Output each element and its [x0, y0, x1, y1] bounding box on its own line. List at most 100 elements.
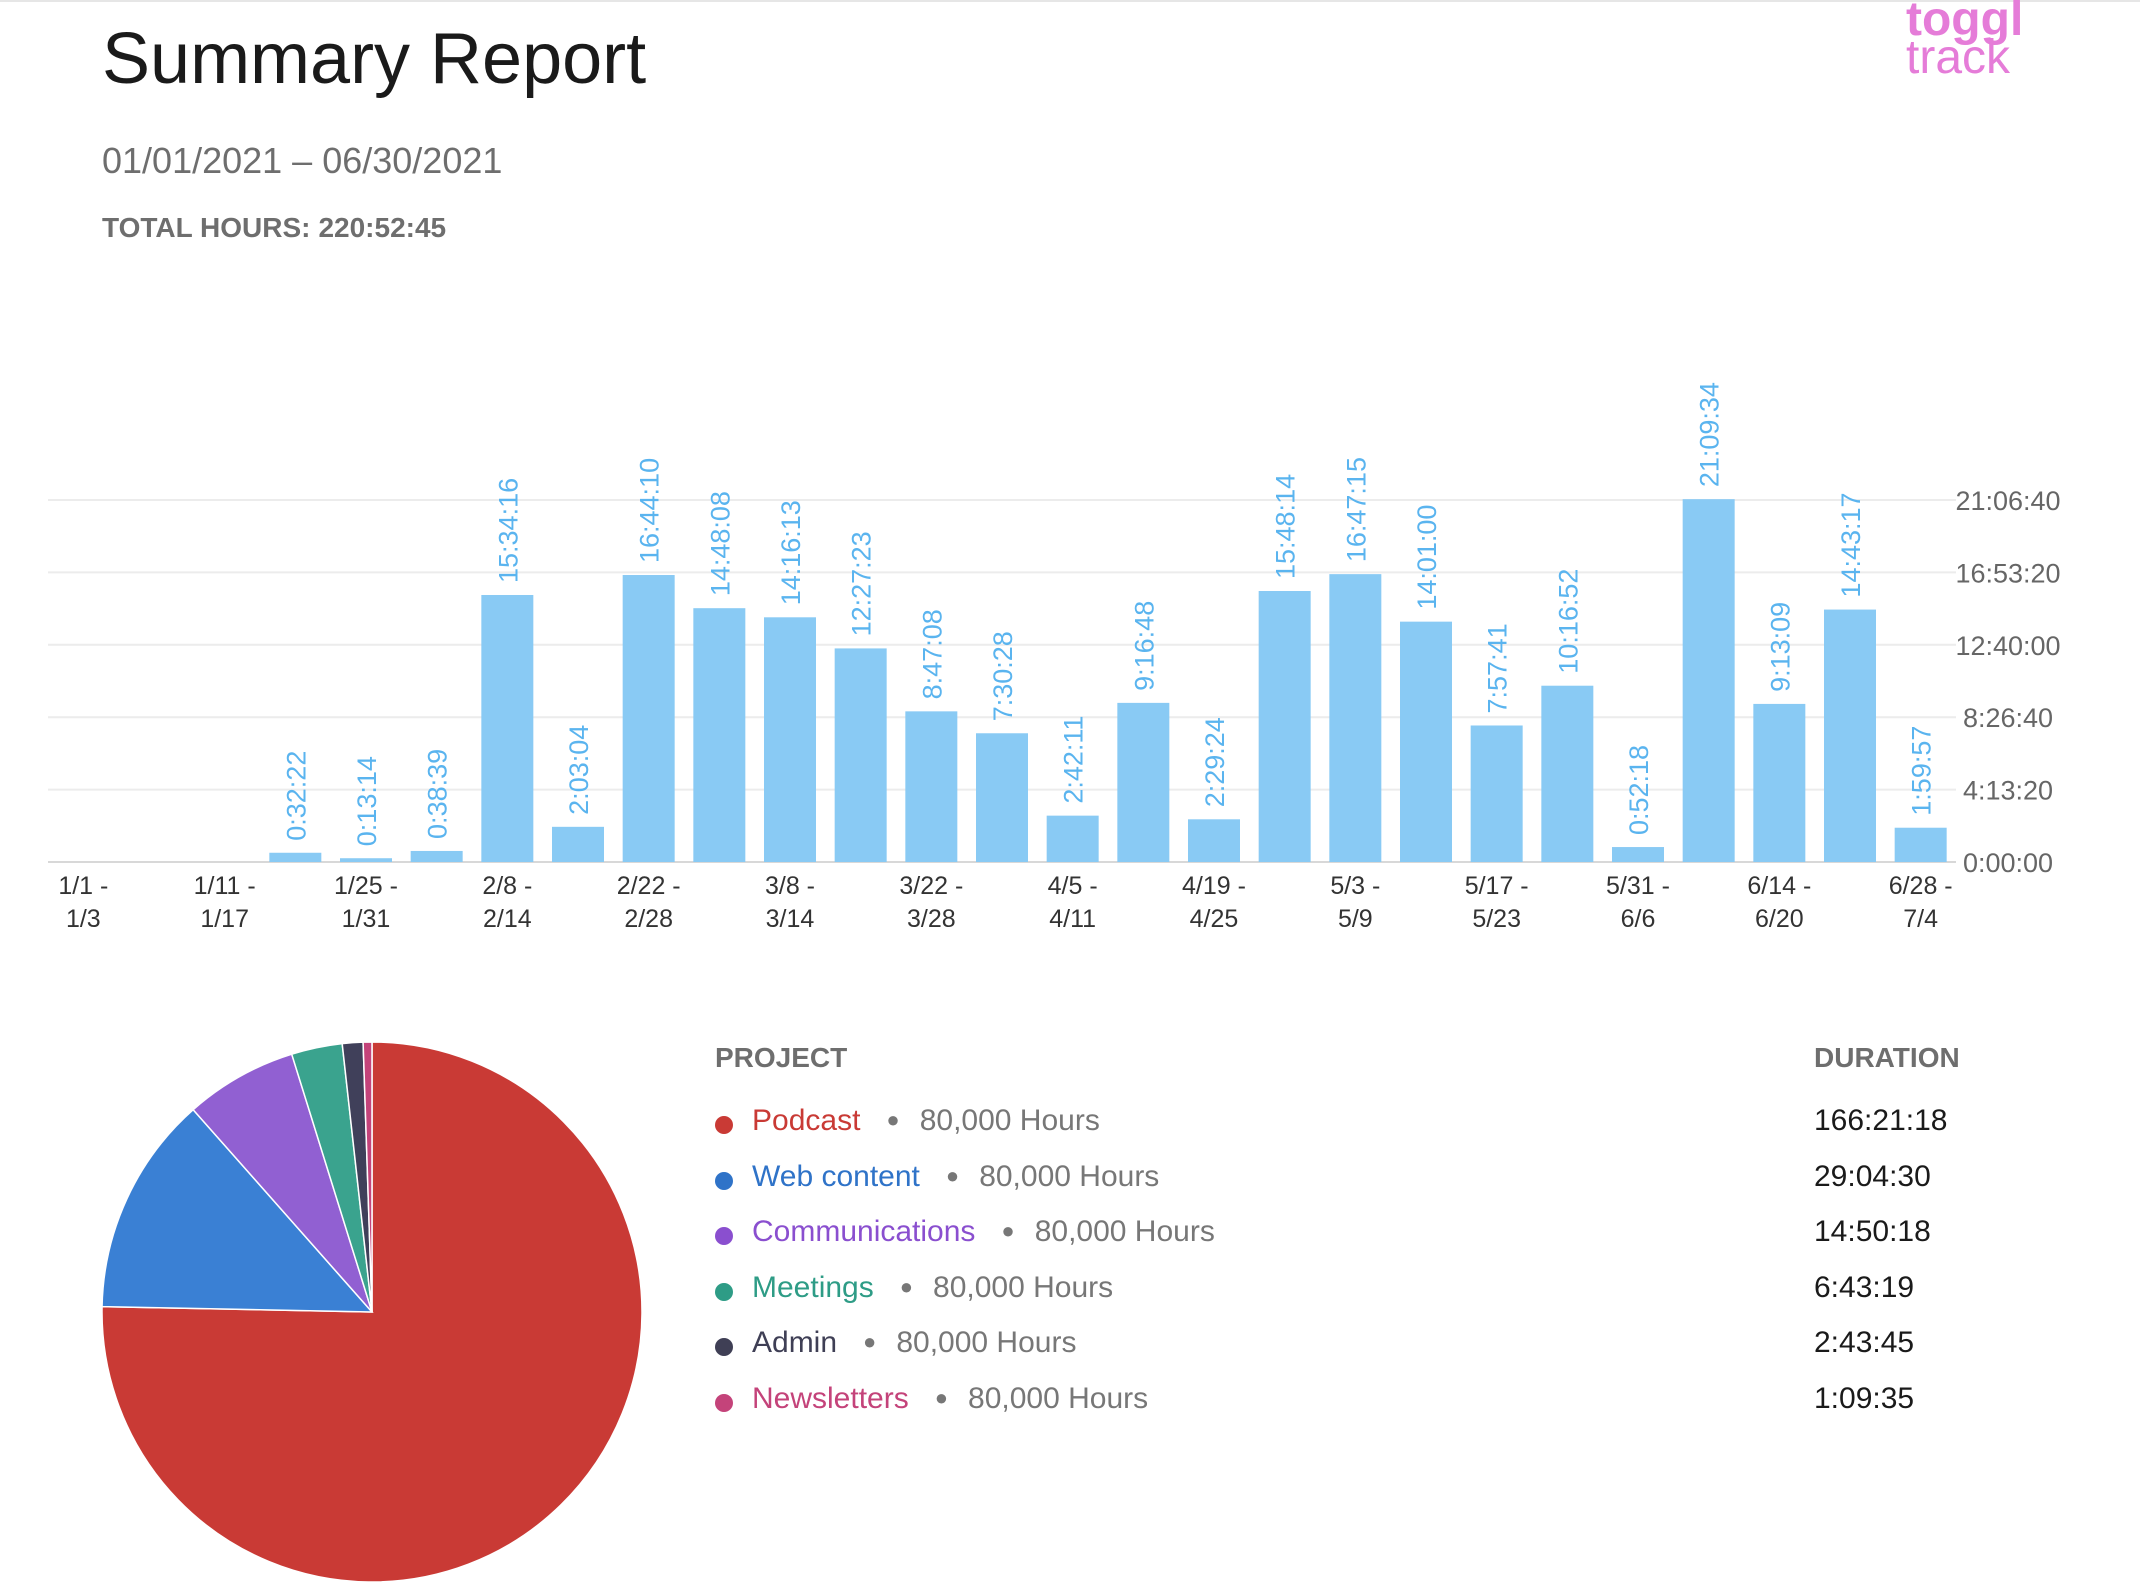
y-tick-label: 21:06:40: [1955, 486, 2060, 516]
project-color-dot: [715, 1282, 733, 1301]
bar[interactable]: [1400, 621, 1452, 862]
bar[interactable]: [1894, 827, 1947, 862]
x-tick-label: 5/3 -: [1330, 872, 1380, 900]
project-duration: 2:43:45: [1814, 1326, 1915, 1359]
bar-value-label: 14:01:00: [1412, 505, 1442, 610]
bar-value-label: 9:13:09: [1765, 602, 1795, 692]
project-row[interactable]: Web content ● 80,000 Hours 29:04:30: [715, 1160, 2015, 1204]
project-color-dot: [715, 1227, 733, 1245]
project-name-group: Web content ● 80,000 Hours: [752, 1160, 1159, 1194]
bar-value-label: 9:16:48: [1129, 601, 1159, 691]
bar[interactable]: [340, 858, 392, 862]
bar-value-label: 7:30:28: [988, 631, 1018, 721]
total-hours: TOTAL HOURS: 220:52:45: [102, 212, 446, 244]
y-tick-label: 4:13:20: [1963, 776, 2053, 806]
project-name[interactable]: Communications: [752, 1215, 976, 1248]
bar-value-label: 0:52:18: [1624, 745, 1654, 835]
bullet-separator-icon: ●: [863, 1329, 877, 1354]
project-name[interactable]: Podcast: [752, 1104, 861, 1137]
bar[interactable]: [764, 617, 816, 862]
x-tick-label: 1/17: [200, 905, 249, 933]
project-name[interactable]: Meetings: [752, 1270, 874, 1304]
project-row[interactable]: Communications ● 80,000 Hours 14:50:18: [715, 1215, 2015, 1259]
project-color-dot: [715, 1338, 733, 1356]
x-tick-label: 1/3: [66, 905, 101, 933]
project-name[interactable]: Admin: [752, 1326, 838, 1359]
bar[interactable]: [1612, 847, 1664, 862]
bar-value-label: 15:48:14: [1271, 474, 1301, 579]
x-tick-label: 1/31: [342, 905, 391, 933]
x-tick-label: 5/17 -: [1465, 872, 1529, 900]
x-tick-label: 2/28: [624, 905, 673, 933]
project-name-group: Communications ● 80,000 Hours: [752, 1215, 1215, 1249]
bar[interactable]: [1541, 685, 1594, 862]
bar[interactable]: [410, 850, 463, 862]
date-range: 01/01/2021 – 06/30/2021: [102, 140, 503, 181]
project-name[interactable]: Web content: [752, 1159, 920, 1193]
x-tick-label: 5/31 -: [1606, 872, 1670, 900]
bar[interactable]: [1753, 703, 1806, 862]
project-duration: 166:21:18: [1814, 1104, 1948, 1137]
weekly-bar-chart: 0:00:00 4:13:20 8:26:40 12:40:00 16:53:20 21:…: [0, 300, 2140, 965]
bullet-separator-icon: ●: [899, 1273, 914, 1299]
bar[interactable]: [1682, 499, 1735, 862]
pie-slice[interactable]: [101, 1108, 374, 1313]
x-tick-label: 2/8 -: [482, 872, 532, 900]
bar[interactable]: [1329, 574, 1382, 862]
bar[interactable]: [1117, 702, 1170, 862]
x-tick-label: 4/19 -: [1182, 872, 1246, 900]
project-row[interactable]: Podcast ● 80,000 Hours 166:21:18: [715, 1104, 2015, 1148]
bar[interactable]: [1258, 591, 1311, 862]
bar[interactable]: [1188, 819, 1240, 862]
bar-value-label: 2:42:11: [1059, 716, 1089, 804]
project-row[interactable]: Admin ● 80,000 Hours 2:43:45: [715, 1326, 2015, 1370]
pie-slice[interactable]: [362, 1041, 373, 1313]
bar[interactable]: [481, 594, 534, 862]
project-row[interactable]: Newsletters ● 80,000 Hours 1:09:35: [715, 1382, 2015, 1426]
bullet-separator-icon: ●: [886, 1107, 900, 1132]
project-name-group: Admin ● 80,000 Hours: [752, 1326, 1076, 1360]
client-name: 80,000 Hours: [896, 1326, 1077, 1359]
project-color-dot: [715, 1116, 733, 1134]
project-color-dot: [715, 1393, 733, 1412]
bar[interactable]: [834, 648, 887, 862]
project-duration: 6:43:19: [1814, 1270, 1915, 1304]
x-tick-label: 3/8 -: [765, 872, 815, 900]
page-title: Summary Report: [102, 19, 647, 99]
logo-line1: toggl: [1906, 0, 2024, 46]
bar-value-label: 7:57:41: [1483, 623, 1513, 713]
bar-value-label: 12:27:23: [847, 531, 877, 636]
bar-value-label: 0:13:14: [352, 756, 382, 846]
bar[interactable]: [1824, 609, 1876, 862]
toggl-track-logo[interactable]: toggl track: [1900, 0, 2050, 92]
x-tick-label: 1/25 -: [334, 872, 398, 900]
bar[interactable]: [622, 575, 675, 862]
x-tick-label: 4/25: [1190, 905, 1239, 933]
duration-column-header: DURATION: [1814, 1042, 1960, 1073]
project-name[interactable]: Newsletters: [752, 1381, 909, 1415]
project-pie-chart: [96, 1036, 648, 1593]
x-tick-label: 6/6: [1621, 905, 1656, 933]
bar-value-label: 2:29:24: [1200, 717, 1230, 807]
project-duration: 1:09:35: [1814, 1381, 1915, 1415]
y-tick-label: 12:40:00: [1955, 631, 2060, 661]
pie-slice[interactable]: [192, 1053, 373, 1313]
x-tick-label: 3/22 -: [899, 872, 963, 900]
top-divider: [0, 0, 2140, 2]
bar[interactable]: [976, 733, 1028, 862]
bar[interactable]: [269, 852, 322, 862]
bar[interactable]: [693, 608, 746, 862]
y-tick-label: 16:53:20: [1955, 558, 2060, 588]
bar[interactable]: [552, 826, 604, 862]
client-name: 80,000 Hours: [968, 1381, 1149, 1415]
bar[interactable]: [905, 711, 958, 862]
bar-value-label: 0:32:22: [281, 751, 311, 841]
project-color-dot: [715, 1171, 733, 1190]
project-row[interactable]: Meetings ● 80,000 Hours 6:43:19: [715, 1271, 2015, 1315]
bar-value-label: 14:48:08: [705, 491, 735, 596]
x-tick-label: 5/9: [1338, 905, 1373, 933]
bar[interactable]: [1046, 815, 1099, 862]
bar[interactable]: [1470, 725, 1523, 862]
bar-value-label: 14:16:13: [776, 500, 806, 605]
bar-chart-svg: 0:00:00 4:13:20 8:26:40 12:40:00 16:53:20 21:…: [48, 382, 2061, 933]
